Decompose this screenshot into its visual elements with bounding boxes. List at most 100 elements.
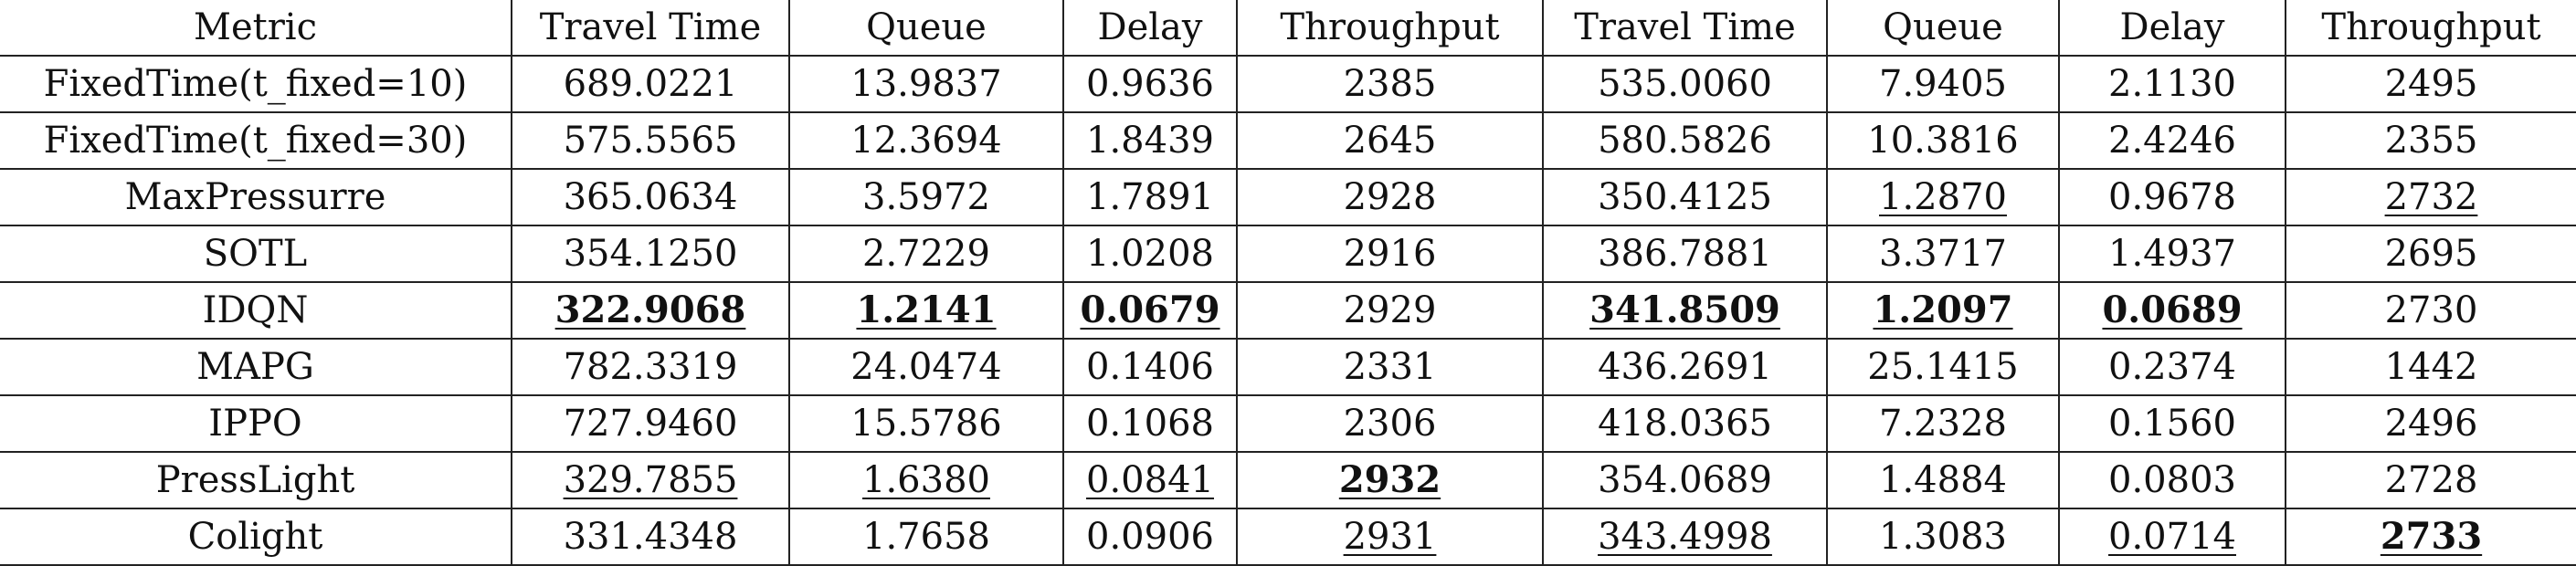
table-row: FixedTime(t_fixed=10) 689.0221 13.9837 0.96… [0, 55, 2576, 113]
cell-value: 2.1130 [2108, 63, 2236, 105]
table-cell: 0.0679 [1062, 281, 1238, 340]
header-delay: Delay [1062, 0, 1238, 57]
metric-name-cell: Colight [0, 508, 512, 566]
cell-value: 2730 [2384, 289, 2478, 331]
cell-value: 0.0714 [2108, 516, 2236, 558]
table-cell: 2695 [2285, 225, 2576, 283]
metric-name: MaxPressurre [124, 176, 386, 218]
cell-value: 3.5972 [862, 176, 990, 218]
table-cell: 0.0841 [1062, 451, 1238, 509]
table-cell: 3.3717 [1826, 225, 2060, 283]
table-cell: 580.5826 [1542, 111, 1828, 170]
cell-value: 341.8509 [1589, 288, 1780, 331]
table-cell: 418.0365 [1542, 394, 1828, 453]
table-cell: 0.0689 [2058, 281, 2286, 340]
table-cell: 7.9405 [1826, 55, 2060, 113]
cell-value: 3.3717 [1879, 233, 2007, 275]
metric-name: MAPG [196, 346, 314, 388]
cell-value: 2.4246 [2108, 120, 2236, 162]
table-cell: 1.4884 [1826, 451, 2060, 509]
table-cell: 331.4348 [511, 508, 790, 566]
table-cell: 1.2141 [788, 281, 1064, 340]
cell-value: 1.2141 [856, 288, 997, 331]
table-cell: 2730 [2285, 281, 2576, 340]
table-cell: 1.4937 [2058, 225, 2286, 283]
metric-name: IPPO [208, 403, 302, 445]
table-cell: 1.7891 [1062, 168, 1238, 226]
table-cell: 354.0689 [1542, 451, 1828, 509]
table-row: MAPG 782.3319 24.0474 0.1406 2331 436.2691 25.… [0, 338, 2576, 396]
cell-value: 2385 [1343, 63, 1437, 105]
table-cell: 2306 [1236, 394, 1544, 453]
cell-value: 1.7891 [1086, 176, 1214, 218]
table-cell: 1.0208 [1062, 225, 1238, 283]
table-cell: 343.4998 [1542, 508, 1828, 566]
table-cell: 25.1415 [1826, 338, 2060, 396]
table-cell: 3.5972 [788, 168, 1064, 226]
cell-value: 0.0906 [1086, 516, 1214, 558]
cell-value: 1.2097 [1873, 288, 2013, 331]
table-cell: 365.0634 [511, 168, 790, 226]
cell-value: 436.2691 [1598, 346, 1772, 388]
cell-value: 25.1415 [1867, 346, 2019, 388]
table-cell: 575.5565 [511, 111, 790, 170]
cell-value: 689.0221 [563, 63, 738, 105]
metric-name: Colight [187, 516, 323, 558]
cell-value: 2331 [1343, 346, 1437, 388]
table-cell: 0.1560 [2058, 394, 2286, 453]
table-cell: 0.9636 [1062, 55, 1238, 113]
cell-value: 727.9460 [563, 403, 738, 445]
table-cell: 2.4246 [2058, 111, 2286, 170]
cell-value: 1442 [2384, 346, 2478, 388]
cell-value: 1.2870 [1879, 176, 2007, 218]
cell-value: 354.0689 [1598, 459, 1772, 501]
table-cell: 0.2374 [2058, 338, 2286, 396]
cell-value: 0.9678 [2108, 176, 2236, 218]
table-cell: 782.3319 [511, 338, 790, 396]
table-row: IPPO 727.9460 15.5786 0.1068 2306 418.0365 7.2… [0, 394, 2576, 453]
table-cell: 329.7855 [511, 451, 790, 509]
header-delay: Delay [2058, 0, 2286, 57]
table-cell: 1.7658 [788, 508, 1064, 566]
cell-value: 12.3694 [850, 120, 1002, 162]
metric-name: SOTL [203, 233, 308, 275]
cell-value: 10.3816 [1867, 120, 2019, 162]
metric-name-cell: IPPO [0, 394, 512, 453]
cell-value: 0.2374 [2108, 346, 2236, 388]
cell-value: 365.0634 [563, 176, 738, 218]
table-row: IDQN 322.9068 1.2141 0.0679 2929 341.8509 1.20… [0, 281, 2576, 340]
cell-value: 580.5826 [1598, 120, 1772, 162]
header-throughput: Throughput [1236, 0, 1544, 57]
cell-value: 2916 [1343, 233, 1437, 275]
cell-value: 2495 [2384, 63, 2478, 105]
cell-value: 7.2328 [1879, 403, 2007, 445]
table-row: Colight 331.4348 1.7658 0.0906 2931 343.4998 1… [0, 508, 2576, 566]
cell-value: 1.7658 [862, 516, 990, 558]
cell-value: 2496 [2384, 403, 2478, 445]
table-cell: 341.8509 [1542, 281, 1828, 340]
table-cell: 2496 [2285, 394, 2576, 453]
table-cell: 2645 [1236, 111, 1544, 170]
table-cell: 2932 [1236, 451, 1544, 509]
cell-value: 782.3319 [563, 346, 738, 388]
cell-value: 24.0474 [850, 346, 1002, 388]
cell-value: 350.4125 [1598, 176, 1772, 218]
table-cell: 15.5786 [788, 394, 1064, 453]
metric-name: FixedTime(t_fixed=10) [43, 63, 468, 105]
cell-value: 1.3083 [1879, 516, 2007, 558]
cell-value: 2306 [1343, 403, 1437, 445]
table-cell: 727.9460 [511, 394, 790, 453]
cell-value: 2.7229 [862, 233, 990, 275]
table-cell: 0.0803 [2058, 451, 2286, 509]
table-cell: 0.0906 [1062, 508, 1238, 566]
metric-name-cell: FixedTime(t_fixed=30) [0, 111, 512, 170]
header-queue: Queue [788, 0, 1064, 57]
metric-name: IDQN [202, 289, 309, 331]
metric-name: PressLight [155, 459, 355, 501]
cell-value: 418.0365 [1598, 403, 1772, 445]
cell-value: 0.0841 [1086, 459, 1214, 501]
cell-value: 7.9405 [1879, 63, 2007, 105]
cell-value: 354.1250 [563, 233, 738, 275]
table-cell: 1.2097 [1826, 281, 2060, 340]
